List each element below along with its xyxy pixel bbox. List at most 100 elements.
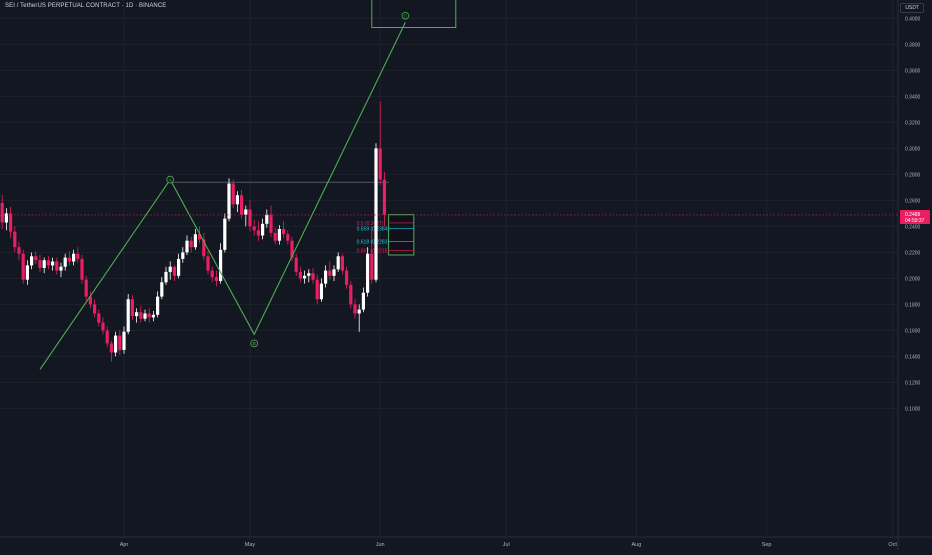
- candle-up: [244, 209, 248, 215]
- time-tick-label: May: [245, 542, 256, 548]
- candle-down: [139, 312, 143, 319]
- time-tick-label: Oct: [888, 542, 897, 548]
- candle-up: [336, 256, 340, 270]
- candle-down: [210, 270, 214, 278]
- candle-up: [265, 214, 269, 224]
- candle-up: [219, 249, 223, 281]
- candle-down: [290, 240, 294, 258]
- candle-down: [353, 304, 357, 314]
- candle-up: [303, 275, 307, 279]
- price-tick-label: 0.1000: [905, 406, 921, 412]
- fib-level-label: 0.559 (0.2384): [357, 226, 390, 232]
- candle-down: [231, 183, 235, 205]
- wave-label-circle: [250, 339, 259, 348]
- wave-label-text: A: [169, 177, 173, 183]
- last-price-tag: [900, 209, 930, 224]
- candle-down: [256, 230, 260, 236]
- candle-down: [340, 256, 344, 271]
- candle-down: [130, 299, 134, 317]
- candle-down: [273, 232, 277, 241]
- candle-up: [72, 253, 76, 262]
- candle-up: [357, 309, 361, 314]
- price-tick-label: 0.3200: [905, 120, 921, 126]
- candle-down: [382, 179, 386, 215]
- candle-up: [332, 269, 336, 276]
- candle-up: [51, 261, 55, 266]
- price-tick-label: 0.1400: [905, 354, 921, 360]
- candle-up: [126, 299, 130, 332]
- candle-down: [378, 148, 382, 180]
- wave-path: [39, 22, 406, 370]
- candle-down: [38, 260, 42, 268]
- candle-down: [84, 279, 88, 297]
- price-tick-label: 0.2600: [905, 198, 921, 204]
- candle-up: [193, 234, 197, 248]
- candle-up: [319, 283, 323, 300]
- candle-down: [21, 253, 25, 280]
- candle-down: [55, 261, 59, 271]
- price-tick-label: 0.2000: [905, 276, 921, 282]
- price-tick-label: 0.3600: [905, 68, 921, 74]
- price-tick-label: 0.1200: [905, 380, 921, 386]
- candle-up: [42, 260, 46, 268]
- time-tick-label: Jul: [503, 542, 510, 548]
- candle-up: [164, 271, 168, 283]
- candle-down: [198, 234, 202, 240]
- candle-down: [80, 258, 84, 280]
- price-tick-label: 0.2400: [905, 224, 921, 230]
- candle-down: [34, 256, 38, 261]
- candle-down: [67, 257, 71, 262]
- time-tick-label: Sep: [762, 542, 772, 548]
- candle-up: [227, 183, 231, 219]
- candle-down: [349, 284, 353, 305]
- price-tick-label: 0.1600: [905, 328, 921, 334]
- candle-down: [101, 322, 105, 331]
- candle-up: [235, 195, 239, 205]
- wave-label-b: B: [250, 339, 259, 348]
- candle-up: [374, 148, 378, 280]
- candle-up: [307, 273, 311, 276]
- candle-down: [118, 335, 122, 350]
- fib-level-label: 0.5 (0.2427): [357, 221, 384, 227]
- time-tick-label: Apr: [120, 542, 129, 548]
- candle-down: [315, 279, 319, 300]
- currency-badge[interactable]: USDT: [900, 3, 924, 13]
- candle-up: [168, 266, 172, 272]
- price-tick-label: 0.3800: [905, 42, 921, 48]
- candle-down: [206, 256, 210, 271]
- candle-down: [311, 273, 315, 280]
- candle-up: [324, 270, 328, 284]
- candle-up: [160, 282, 164, 297]
- candle-down: [269, 214, 273, 233]
- candle-up: [181, 252, 185, 259]
- price-tick-label: 0.4000: [905, 16, 921, 22]
- candle-down: [214, 277, 218, 281]
- candle-down: [88, 296, 92, 305]
- last-price-value: 0.2488: [905, 212, 921, 218]
- candle-down: [105, 330, 109, 344]
- candle-up: [177, 258, 181, 276]
- candle-up: [25, 265, 29, 280]
- wave-label-c: C: [401, 11, 410, 20]
- fib-level-label: 0.667 (0.2215): [357, 248, 390, 254]
- candle-down: [172, 266, 176, 276]
- candle-down: [0, 203, 4, 223]
- candle-down: [147, 313, 151, 318]
- price-tick-label: 0.3400: [905, 94, 921, 100]
- time-tick-label: Jun: [376, 542, 385, 548]
- candle-down: [345, 270, 349, 285]
- price-tick-label: 0.3000: [905, 146, 921, 152]
- candle-down: [298, 271, 302, 279]
- time-tick-label: Aug: [632, 542, 642, 548]
- candle-up: [114, 335, 118, 353]
- candle-down: [286, 234, 290, 241]
- candle-up: [261, 223, 265, 236]
- candle-down: [328, 270, 332, 276]
- candle-up: [185, 240, 189, 253]
- fib-level-label: 0.618 (0.2283): [357, 240, 390, 246]
- chart-title: SEI / TetherUS PERPETUAL CONTRACT · 1D ·…: [5, 3, 167, 9]
- candle-up: [135, 312, 139, 317]
- candle-up: [143, 313, 147, 319]
